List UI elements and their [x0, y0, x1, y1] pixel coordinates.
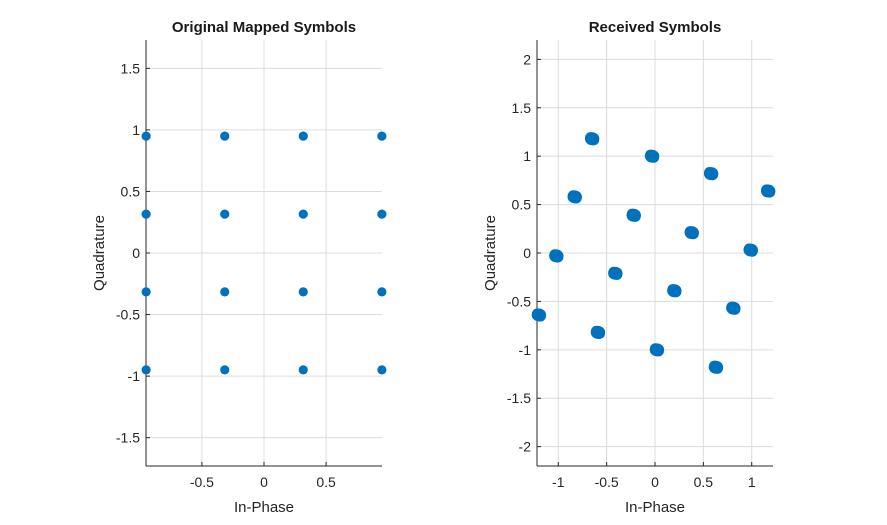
- data-point: [298, 209, 308, 219]
- x-tick-label: -0.5: [595, 474, 619, 490]
- data-point-spread: [629, 211, 641, 222]
- y-tick-label: -1: [519, 342, 532, 358]
- data-point-spread: [588, 134, 600, 146]
- data-point: [760, 184, 776, 198]
- y-tick-label: 0.5: [512, 197, 532, 213]
- x-tick-label: 0: [651, 474, 659, 490]
- data-point-spread: [707, 169, 719, 181]
- axes: [145, 40, 382, 467]
- data-point: [531, 308, 547, 322]
- data-points: [531, 132, 776, 374]
- data-point: [684, 226, 699, 240]
- y-tick-label: -2: [519, 439, 532, 455]
- data-point: [141, 209, 151, 219]
- data-point: [649, 343, 665, 357]
- x-tick-label: -1: [552, 474, 565, 490]
- data-point-spread: [687, 228, 699, 240]
- y-tick-label: -0.5: [116, 307, 140, 323]
- data-point-spread: [764, 186, 776, 198]
- data-point: [626, 208, 641, 222]
- data-point: [549, 249, 564, 263]
- x-tick-label: 0.5: [694, 474, 714, 490]
- chart-title: Original Mapped Symbols: [172, 19, 356, 36]
- y-tick-label: 1: [523, 148, 531, 164]
- data-point: [220, 287, 230, 297]
- data-point: [141, 131, 151, 141]
- data-point: [726, 301, 741, 315]
- y-tick-label: -1.5: [116, 430, 140, 446]
- data-point-spread: [570, 192, 582, 204]
- data-point-spread: [746, 245, 758, 257]
- data-point-spread: [648, 151, 660, 163]
- data-point-spread: [535, 310, 546, 322]
- data-point: [667, 284, 682, 298]
- data-point-spread: [552, 251, 564, 263]
- data-point-spread: [653, 345, 664, 357]
- y-tick-label: -0.5: [507, 293, 531, 309]
- y-axis-label: Quadrature: [482, 215, 499, 291]
- data-point: [743, 243, 758, 257]
- data-point-spread: [670, 286, 682, 298]
- x-tick-label: 0: [260, 474, 268, 490]
- data-point: [608, 266, 623, 280]
- grid-lines: [146, 40, 382, 466]
- data-point: [377, 131, 387, 141]
- grid-lines: [537, 40, 773, 466]
- y-tick-label: 1.5: [121, 60, 141, 76]
- data-point: [220, 131, 230, 141]
- data-point: [141, 365, 151, 375]
- x-tick-label: -0.5: [190, 474, 214, 490]
- data-point: [644, 149, 660, 163]
- data-point: [377, 365, 387, 375]
- y-tick-label: -1: [128, 368, 141, 384]
- data-point: [298, 365, 308, 375]
- y-tick-label: 0: [523, 245, 531, 261]
- received-symbols-chart: Received Symbols In-Phase Quadrature -1-…: [482, 19, 776, 516]
- tick-labels: -1 -0.5 0 0.5 1 -2 -1.5 -1 -0.5 0 0.5 1 1.5 2: [507, 51, 756, 490]
- y-tick-label: -1.5: [507, 390, 531, 406]
- data-point: [220, 365, 230, 375]
- data-point: [298, 287, 308, 297]
- x-tick-label: 0.5: [316, 474, 336, 490]
- data-point: [584, 132, 600, 146]
- tick-labels: -0.5 0 0.5 -1.5 -1 -0.5 0 0.5 1 1.5: [116, 60, 336, 490]
- y-tick-label: 0.5: [121, 183, 141, 199]
- data-point: [377, 209, 387, 219]
- data-point: [590, 325, 606, 339]
- original-mapped-symbols-chart: Original Mapped Symbols In-Phase Quadrat…: [91, 19, 387, 516]
- y-tick-label: 0: [132, 245, 140, 261]
- y-tick-label: 1.5: [512, 100, 532, 116]
- x-tick-label: 1: [748, 474, 756, 490]
- data-point: [708, 360, 724, 374]
- data-point: [567, 190, 582, 204]
- y-axis-label: Quadrature: [91, 215, 108, 291]
- data-point: [141, 287, 151, 297]
- y-tick-label: 1: [132, 122, 140, 138]
- data-point: [298, 131, 308, 141]
- data-point-spread: [594, 328, 605, 339]
- x-axis-label: In-Phase: [625, 499, 685, 516]
- chart-title: Received Symbols: [589, 19, 722, 36]
- data-point: [220, 209, 230, 219]
- x-axis-label: In-Phase: [234, 499, 294, 516]
- data-points: [141, 131, 387, 375]
- axes: [536, 40, 773, 467]
- data-point-spread: [729, 303, 741, 315]
- data-point: [703, 167, 719, 181]
- data-point: [377, 287, 387, 297]
- y-tick-label: 2: [523, 51, 531, 67]
- data-point-spread: [712, 363, 723, 374]
- data-point-spread: [611, 269, 623, 280]
